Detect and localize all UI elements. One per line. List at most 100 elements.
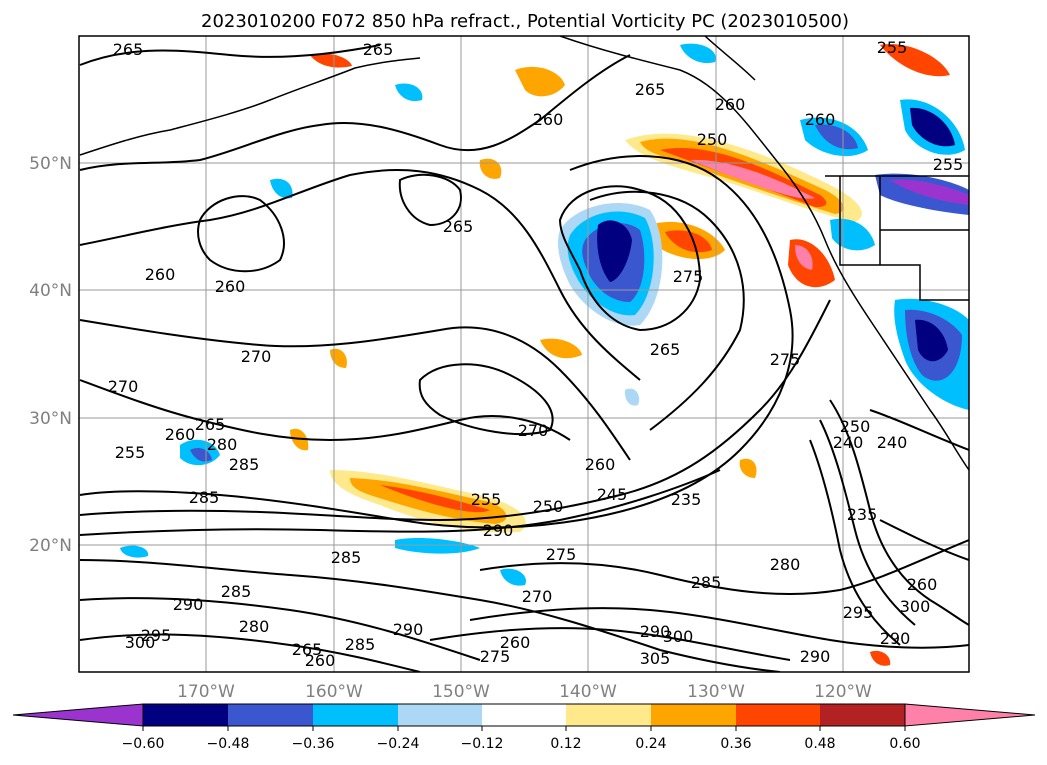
shading-negative [915, 319, 948, 362]
colorbar-tick-label: 0.12 [550, 736, 581, 752]
contour-label: 260 [715, 95, 746, 114]
colorbar-tick-label: −0.60 [122, 736, 165, 752]
shading-positive [870, 650, 891, 666]
contour-label: 265 [292, 640, 323, 659]
contour-label: 270 [518, 421, 549, 440]
contour-label: 275 [770, 350, 801, 369]
contour-line [558, 185, 702, 332]
contour-label: 275 [673, 267, 704, 286]
contour-label: 290 [173, 595, 204, 614]
colorbar-tick-label: 0.36 [720, 736, 751, 752]
colorbar: −0.60 −0.48 −0.36 −0.24 −0.12 0.12 0.24 … [12, 703, 1036, 752]
shading-positive [690, 159, 815, 199]
colorbar-tick-label: 0.24 [635, 736, 666, 752]
contour-label: 240 [877, 433, 908, 452]
contour-label: 250 [533, 497, 564, 516]
contour-label: 260 [305, 651, 336, 670]
contour-label: 285 [189, 488, 220, 507]
colorbar-ticks [142, 726, 906, 731]
colorbar-segment [228, 704, 313, 726]
contour-line [79, 633, 421, 672]
lon-label: 170°W [177, 682, 235, 702]
contour-line [479, 539, 969, 596]
contour-label: 260 [500, 633, 531, 652]
shading-positive [310, 53, 352, 68]
contour-label: 290 [800, 647, 831, 666]
colorbar-tick-label: −0.48 [207, 736, 250, 752]
colorbar-segment [398, 704, 482, 726]
colorbar-segment [736, 704, 820, 726]
contour-label: 255 [933, 155, 964, 174]
contour-labels: 265 265 255 260 265 260 250 255 265 260 … [108, 38, 964, 670]
shading-positive [795, 245, 813, 270]
colorbar-tick-label: 0.60 [889, 736, 920, 752]
contour-label: 285 [345, 635, 376, 654]
map-title: 2023010200 F072 850 hPa refract., Potent… [201, 11, 849, 32]
contour-line [79, 559, 781, 672]
shading-negative [395, 83, 423, 102]
contour-label: 260 [533, 110, 564, 129]
shading-negative [890, 179, 969, 205]
colorbar-tick-label: −0.36 [292, 736, 335, 752]
contour-label: 300 [125, 633, 156, 652]
contour-line [79, 155, 794, 529]
contour-label: 250 [697, 130, 728, 149]
contour-label: 290 [393, 620, 424, 639]
contour-label: 285 [331, 548, 362, 567]
contour-label: 290 [640, 622, 671, 641]
contour-line [879, 519, 969, 561]
contour-label: 260 [907, 575, 938, 594]
contour-label: 240 [833, 433, 864, 452]
contour-label: 260 [165, 425, 196, 444]
shading-negative [624, 388, 640, 406]
lat-label: 20°N [29, 536, 72, 556]
contour-line [79, 169, 641, 381]
contour-line [869, 409, 969, 451]
shading-negative [815, 124, 858, 150]
colorbar-segment [313, 704, 398, 726]
shading-positive [540, 338, 582, 359]
contour-line [79, 54, 631, 171]
contour-label: 290 [880, 629, 911, 648]
shading-positive [880, 44, 950, 77]
contour-label: 270 [108, 377, 139, 396]
colorbar-segment [482, 704, 566, 726]
contour-label: 285 [221, 582, 252, 601]
contour-label: 260 [145, 265, 176, 284]
contour-label: 265 [443, 217, 474, 236]
colorbar-segment [820, 704, 905, 726]
contour-line [418, 363, 554, 436]
contour-label: 275 [480, 647, 511, 666]
latitude-labels: 50°N 40°N 30°N 20°N [29, 154, 72, 556]
map-frame [78, 35, 970, 673]
contour-label: 245 [597, 485, 628, 504]
contour-label: 290 [483, 521, 514, 540]
contour-label: 295 [141, 626, 172, 645]
shading-positive [380, 485, 490, 513]
shading-negative [830, 218, 875, 251]
contour-label: 285 [691, 573, 722, 592]
contour-label: 260 [805, 110, 836, 129]
contour-label: 255 [877, 38, 908, 57]
shading-negative [680, 43, 716, 64]
contour-line [79, 44, 381, 66]
contour-line [197, 195, 285, 273]
colorbar-arrow-left-icon [12, 703, 144, 727]
contour-line [469, 607, 969, 649]
shading-negative [120, 545, 149, 558]
colorbar-segment [143, 704, 228, 726]
shading-negative [597, 220, 632, 282]
contour-label: 265 [635, 80, 666, 99]
contour-label: 235 [671, 490, 702, 509]
lon-label: 140°W [559, 682, 617, 702]
contour-label: 265 [650, 340, 681, 359]
contour-label: 250 [840, 417, 871, 436]
contour-label: 265 [363, 40, 394, 59]
contour-line [79, 469, 721, 536]
lon-label: 130°W [687, 682, 745, 702]
contour-line [79, 597, 481, 661]
shading-negative [395, 537, 480, 554]
colorbar-tick-label: −0.12 [461, 736, 504, 752]
shading-positive [479, 158, 502, 179]
